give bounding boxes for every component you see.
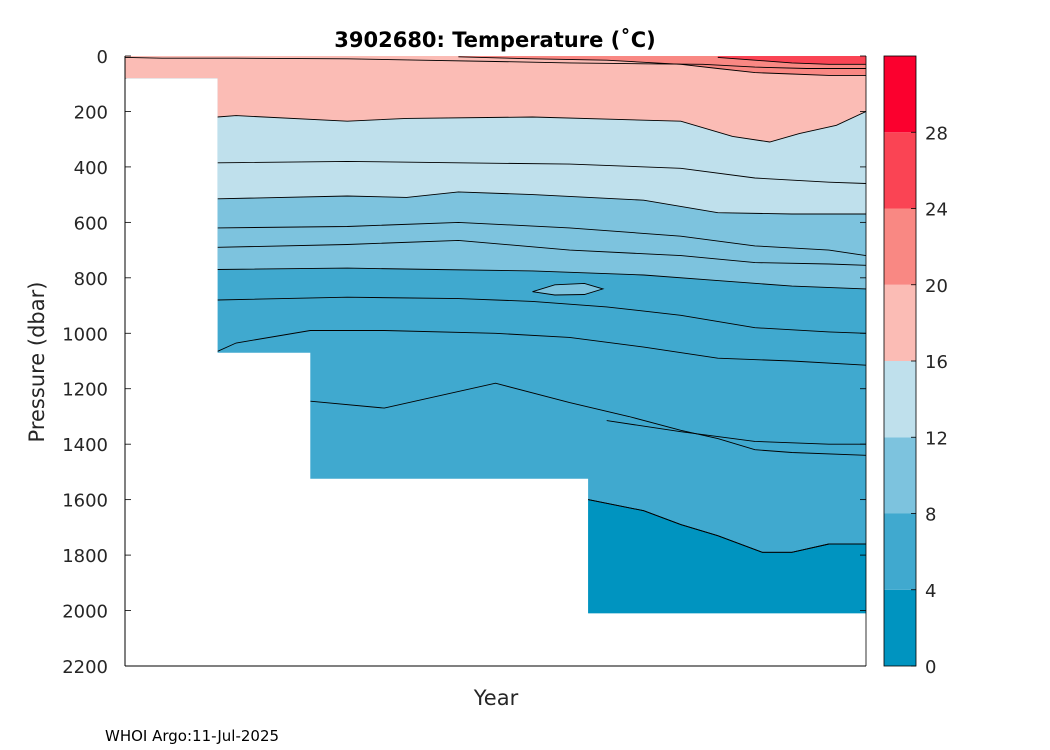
y-tick-label: 800 [74,269,108,290]
colorbar-tick-label: 16 [925,352,948,373]
plot-frame [124,56,867,667]
colorbar-segment [884,437,916,514]
colorbar-tick-label: 8 [925,505,936,526]
y-tick-label: 1200 [62,380,108,401]
y-tick-label: 400 [74,158,108,179]
colorbar-segment [884,284,916,361]
isotherm-0 [125,56,866,69]
colorbar-tick-label: 20 [925,276,948,297]
band-0-4 [588,499,866,614]
contour-fill [125,56,866,614]
colorbar-tick-label: 4 [925,581,936,602]
eddy-contour-0 [532,282,605,296]
band-boundary-3 [588,499,866,553]
y-tick-label: 600 [74,213,108,234]
band-24-28 [717,56,866,65]
colorbar-segment [884,56,916,133]
colorbar-segment [884,513,916,590]
colorbar-tick-label: 12 [925,428,948,449]
colorbar-tick-label: 28 [925,123,948,144]
isotherm-1 [458,56,866,76]
y-tick-label: 1600 [62,491,108,512]
colorbar [883,55,917,667]
y-tick-label: 0 [97,47,108,68]
isotherm-lines [125,56,866,553]
colorbar-ticks: 0 4 8 12 16 20 24 28 [911,123,948,678]
y-tick-label: 1000 [62,324,108,345]
colorbar-segment [884,208,916,285]
y-tick-label: 1800 [62,546,108,567]
isotherm-2 [717,56,866,65]
isotherm-6 [217,296,866,334]
band-boundary-1 [217,191,866,215]
y-tick-label: 1400 [62,435,108,456]
colorbar-tick-label: 24 [925,200,948,221]
y-axis-ticks: 0 200 400 600 800 1000 1200 1400 1600 1800 2000 220… [62,47,866,678]
y-tick-label: 200 [74,102,108,123]
isotherm-4 [217,221,866,257]
y-tick-label: 2200 [62,657,108,678]
isotherm-9 [606,420,866,445]
y-tick-label: 2000 [62,602,108,623]
isotherm-7 [217,330,866,366]
colorbar-segment [884,132,916,209]
footer-text: WHOI Argo:11-Jul-2025 [105,727,279,745]
isotherm-5 [217,239,866,266]
colorbar-tick-label: 0 [925,657,936,678]
y-axis-label: Pressure (dbar) [25,282,49,443]
x-axis-label: Year [473,686,519,710]
isotherm-8 [310,382,866,456]
band-16-20 [125,56,866,142]
chart-title: 3902680: Temperature (˚C) [334,28,655,52]
colorbar-segment [884,589,916,666]
isotherm-3 [217,160,866,184]
band-boundary-0 [125,77,866,143]
band-boundary-2 [217,267,866,290]
colorbar-segment [884,361,916,438]
